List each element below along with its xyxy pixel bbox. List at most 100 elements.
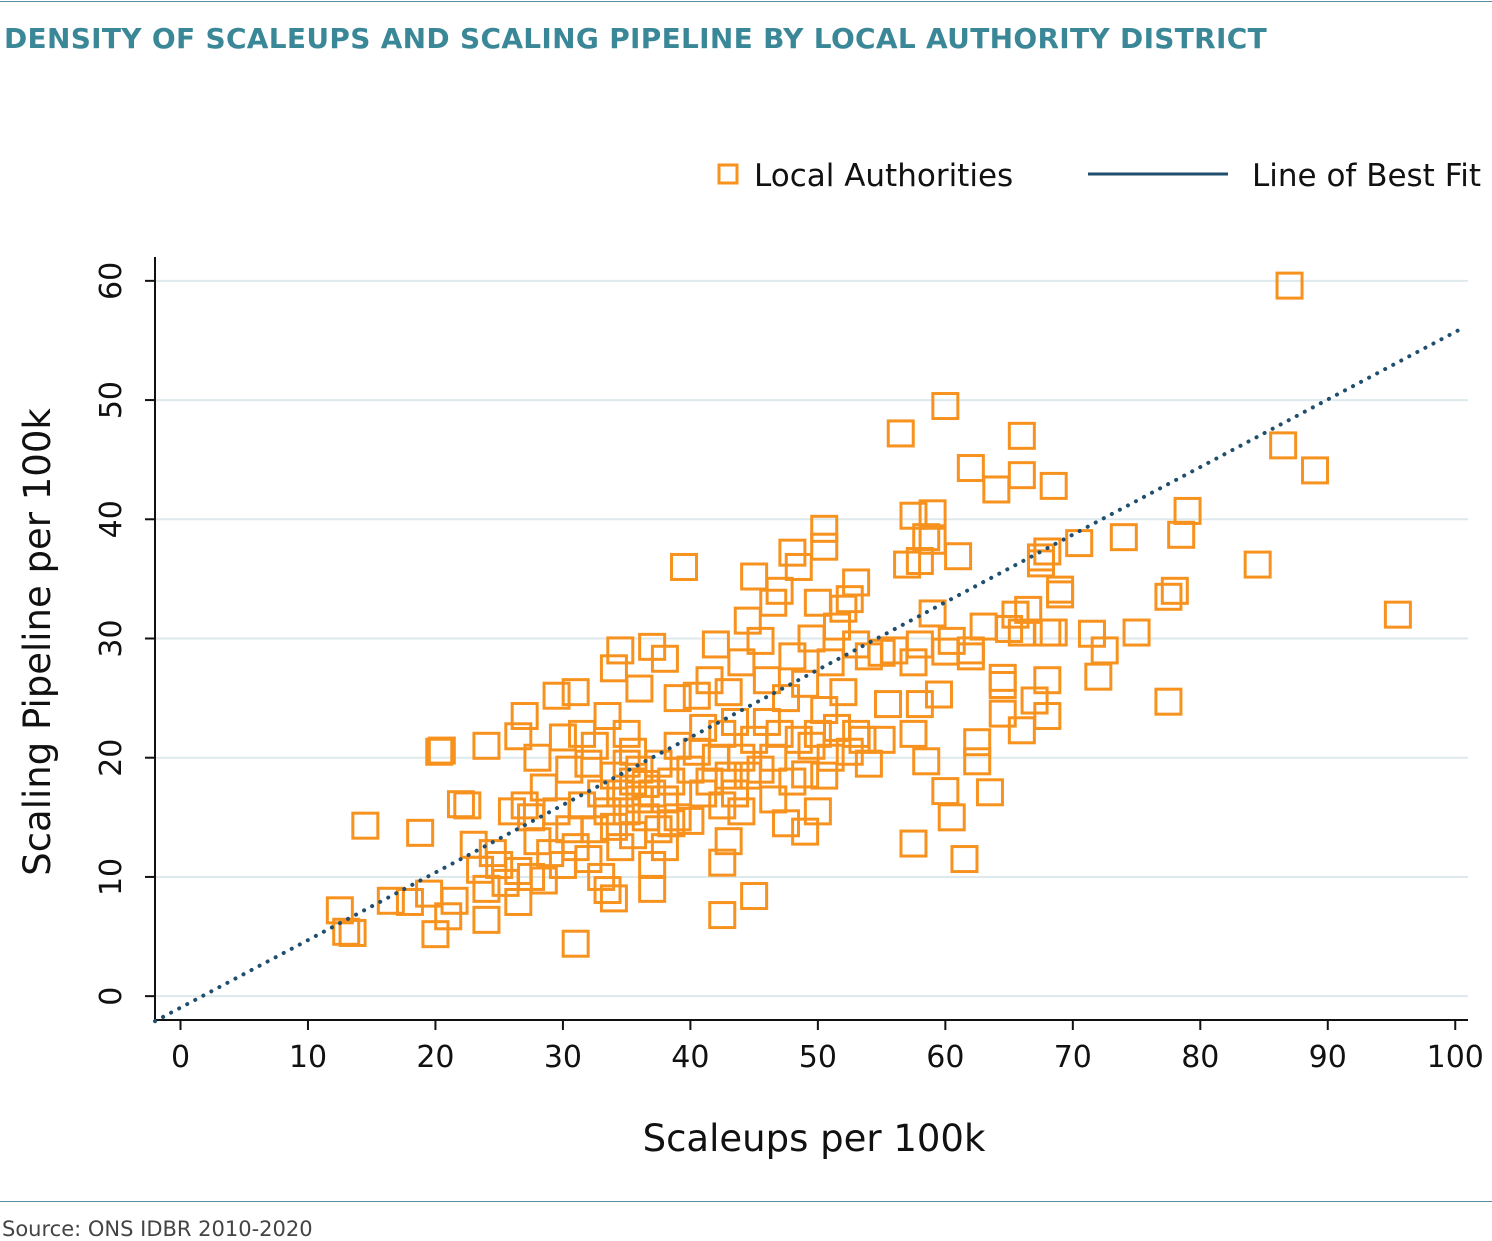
data-point-190: [975, 778, 1004, 807]
data-point-209: [1039, 618, 1068, 647]
data-point-43: [561, 678, 590, 707]
data-point-160: [873, 690, 902, 719]
data-point-28: [510, 701, 539, 730]
data-point-208: [1033, 537, 1062, 566]
data-point-147: [822, 612, 851, 641]
line-of-best-fit: [153, 326, 1464, 1024]
data-point-34: [529, 773, 558, 802]
data-point-71: [625, 674, 654, 703]
data-point-21: [485, 851, 514, 880]
data-point-6: [406, 818, 435, 847]
data-point-165: [899, 719, 928, 748]
data-point-133: [791, 760, 820, 789]
source-note: Source: ONS IDBR 2010-2020: [2, 1217, 313, 1241]
x-tick-label-60: 60: [926, 1040, 964, 1075]
data-point-131: [784, 552, 813, 581]
y-axis-title: Scaling Pipeline per 100k: [16, 408, 59, 876]
data-point-62: [606, 636, 635, 665]
data-point-178: [931, 637, 960, 666]
data-point-134: [791, 669, 820, 698]
data-point-105: [714, 678, 743, 707]
data-point-176: [924, 680, 953, 709]
x-tick-label-10: 10: [289, 1040, 327, 1075]
data-point-108: [727, 797, 756, 826]
data-point-12: [440, 886, 469, 915]
data-point-186: [956, 454, 985, 483]
data-point-124: [765, 576, 794, 605]
data-point-225: [1269, 431, 1298, 460]
data-point-171: [912, 747, 941, 776]
x-tick-label-70: 70: [1054, 1040, 1092, 1075]
data-point-33: [529, 866, 558, 895]
data-point-82: [650, 644, 679, 673]
data-point-228: [1383, 600, 1412, 629]
fit-line-group: [153, 326, 1464, 1024]
data-point-148: [829, 678, 858, 707]
data-point-103: [714, 827, 743, 856]
x-tick-label-40: 40: [671, 1040, 709, 1075]
data-point-194: [988, 663, 1017, 692]
data-point-193: [988, 670, 1017, 699]
data-point-26: [504, 722, 533, 751]
data-point-219: [1154, 582, 1183, 611]
data-point-123: [765, 719, 794, 748]
data-point-10: [427, 736, 456, 765]
legend-marker-local-authorities: [717, 163, 739, 185]
data-point-137: [803, 797, 832, 826]
x-tick-label-50: 50: [799, 1040, 837, 1075]
data-point-119: [752, 666, 781, 695]
data-point-173: [918, 599, 947, 628]
data-point-220: [1154, 687, 1183, 716]
data-point-99: [708, 901, 737, 930]
data-point-110: [727, 648, 756, 677]
data-point-56: [599, 884, 628, 913]
y-tick-label-50: 50: [94, 381, 129, 419]
data-point-11: [434, 902, 463, 931]
data-point-59: [599, 654, 628, 683]
data-point-168: [905, 690, 934, 719]
legend-label-local-authorities: Local Authorities: [754, 158, 1013, 194]
data-point-44: [561, 929, 590, 958]
data-point-94: [689, 713, 718, 742]
data-point-192: [988, 699, 1017, 728]
data-point-2: [338, 918, 367, 947]
data-point-88: [670, 552, 699, 581]
data-point-204: [1026, 543, 1055, 572]
legend: Local Authorities Line of Best Fit: [717, 158, 1481, 194]
data-point-212: [1046, 575, 1075, 604]
data-point-142: [810, 532, 839, 561]
data-point-107: [721, 707, 750, 736]
data-point-199: [1007, 461, 1036, 490]
data-point-218: [1122, 618, 1151, 647]
data-point-74: [638, 874, 667, 903]
x-tick-label-80: 80: [1181, 1040, 1219, 1075]
data-point-187: [963, 747, 992, 776]
data-point-224: [1243, 550, 1272, 579]
data-point-181: [937, 626, 966, 655]
data-point-100: [708, 848, 737, 877]
data-point-120: [759, 785, 788, 814]
y-tick-label-20: 20: [94, 739, 129, 777]
data-point-174: [918, 526, 947, 555]
data-point-227: [1301, 456, 1330, 485]
data-point-154: [842, 568, 871, 597]
data-point-129: [778, 538, 807, 567]
x-axis-title: Scaleups per 100k: [643, 1117, 986, 1160]
data-point-55: [593, 701, 622, 730]
data-point-164: [899, 829, 928, 858]
data-point-183: [950, 845, 979, 874]
data-point-113: [740, 882, 769, 911]
data-point-149: [829, 594, 858, 623]
bottom-rule: [0, 1201, 1492, 1202]
data-point-37: [542, 681, 571, 710]
data-point-15: [459, 830, 488, 859]
data-point-13: [446, 790, 475, 819]
x-tick-label-0: 0: [171, 1040, 190, 1075]
data-point-169: [905, 630, 934, 659]
data-point-145: [816, 648, 845, 677]
data-point-139: [803, 588, 832, 617]
data-point-32: [523, 743, 552, 772]
data-point-48: [574, 749, 603, 778]
data-point-65: [612, 719, 641, 748]
